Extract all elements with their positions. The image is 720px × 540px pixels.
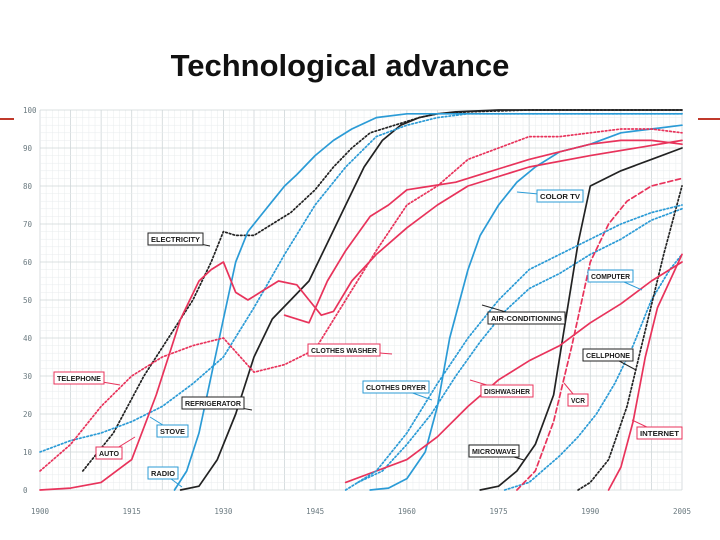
label-text: STOVE bbox=[160, 429, 185, 436]
series-line-dishwasher bbox=[344, 261, 683, 484]
accent-line-right bbox=[698, 118, 720, 120]
series-line-cellphone bbox=[577, 185, 683, 491]
x-tick-label: 1900 bbox=[31, 507, 50, 516]
label-box bbox=[587, 269, 634, 283]
label-text: CLOTHES WASHER bbox=[311, 348, 377, 355]
x-tick-label: 2005 bbox=[673, 507, 691, 516]
label-text: AUTO bbox=[99, 451, 120, 458]
series-line-clothes-dryer bbox=[344, 204, 683, 491]
series-label-dishwasher: DISHWASHER bbox=[469, 379, 534, 398]
accent-line-left bbox=[0, 118, 14, 120]
label-box bbox=[582, 348, 634, 362]
label-box bbox=[487, 311, 566, 325]
series-label-clothes-washer: CLOTHES WASHER bbox=[307, 343, 393, 357]
series-label-microwave: MICROWAVE bbox=[468, 444, 525, 461]
series-line-microwave bbox=[479, 147, 683, 491]
series-label-refrigerator: REFRIGERATOR bbox=[181, 396, 253, 411]
series-label-stove: STOVE bbox=[149, 416, 189, 438]
series-lines bbox=[39, 109, 683, 491]
y-tick-label: 70 bbox=[23, 220, 33, 229]
slide-title: Technological advance bbox=[170, 48, 510, 83]
label-text: ELECTRICITY bbox=[151, 237, 200, 244]
series-label-computer: COMPUTER bbox=[587, 269, 643, 291]
x-tick-label: 1915 bbox=[123, 507, 141, 516]
series-label-clothes-dryer: CLOTHES DRYER bbox=[362, 380, 433, 401]
label-text: VCR bbox=[571, 398, 585, 405]
label-box bbox=[307, 343, 381, 357]
series-label-electricity: ELECTRICITY bbox=[147, 232, 211, 247]
series-line-stove bbox=[39, 112, 683, 453]
label-text: REFRIGERATOR bbox=[185, 401, 241, 408]
series-line-color-tv bbox=[369, 124, 683, 491]
series-line-computer bbox=[503, 253, 683, 491]
series-line-refrigerator bbox=[179, 109, 683, 491]
label-box bbox=[480, 384, 534, 398]
series-label-air-conditioning: AIR-CONDITIONING bbox=[481, 304, 566, 325]
label-box bbox=[147, 466, 179, 480]
x-tick-label: 1930 bbox=[214, 507, 233, 516]
series-label-color-tv: COLOR TV bbox=[516, 189, 584, 203]
label-box bbox=[156, 424, 189, 438]
label-box bbox=[468, 444, 520, 458]
label-box bbox=[567, 393, 589, 407]
series-labels: ELECTRICITY TELEPHONE AUTO RADIO STOVE REFRIG… bbox=[53, 189, 683, 488]
label-text: CELLPHONE bbox=[586, 353, 630, 360]
label-text: COLOR TV bbox=[540, 194, 580, 201]
label-text: INTERNET bbox=[640, 431, 680, 438]
y-tick-label: 90 bbox=[23, 144, 33, 153]
x-tick-label: 1975 bbox=[490, 507, 508, 516]
label-text: AIR-CONDITIONING bbox=[491, 316, 563, 323]
series-line-auto bbox=[39, 139, 683, 491]
series-label-cellphone: CELLPHONE bbox=[582, 348, 637, 371]
label-box bbox=[95, 446, 123, 460]
y-tick-label: 20 bbox=[23, 410, 33, 419]
series-line-radio bbox=[173, 112, 683, 491]
label-text: RADIO bbox=[151, 471, 176, 478]
y-tick-label: 0 bbox=[23, 486, 28, 495]
label-box bbox=[53, 371, 105, 385]
series-label-auto: AUTO bbox=[95, 436, 136, 460]
label-text: CLOTHES DRYER bbox=[366, 385, 426, 392]
label-box bbox=[362, 380, 430, 394]
y-tick-label: 50 bbox=[23, 296, 33, 305]
label-box bbox=[181, 396, 245, 410]
x-tick-label: 1960 bbox=[398, 507, 417, 516]
series-label-vcr: VCR bbox=[563, 382, 589, 407]
label-box bbox=[536, 189, 584, 203]
series-label-radio: RADIO bbox=[147, 466, 183, 488]
label-text: MICROWAVE bbox=[472, 449, 516, 456]
x-tick-label: 1990 bbox=[581, 507, 600, 516]
y-tick-label: 40 bbox=[23, 334, 33, 343]
y-tick-label: 10 bbox=[23, 448, 33, 457]
adoption-line-chart: 0 10 20 30 40 50 60 70 80 90 100 1900 1915 1930 1945 19… bbox=[23, 106, 691, 516]
y-tick-label: 80 bbox=[23, 182, 33, 191]
series-label-telephone: TELEPHONE bbox=[53, 371, 121, 386]
series-line-internet bbox=[607, 253, 683, 491]
y-tick-label: 100 bbox=[23, 106, 37, 115]
series-line-telephone bbox=[39, 128, 683, 472]
series-line-vcr bbox=[516, 177, 683, 491]
label-text: TELEPHONE bbox=[57, 376, 101, 383]
label-text: DISHWASHER bbox=[484, 389, 530, 396]
label-text: COMPUTER bbox=[591, 274, 630, 281]
label-box bbox=[636, 426, 683, 440]
label-box bbox=[147, 232, 204, 246]
tick-labels: 0 10 20 30 40 50 60 70 80 90 100 1900 1915 1930 1945 19… bbox=[23, 106, 691, 516]
series-line-clothes-washer bbox=[283, 139, 683, 324]
y-tick-label: 30 bbox=[23, 372, 33, 381]
x-tick-label: 1945 bbox=[306, 507, 324, 516]
series-label-internet: INTERNET bbox=[631, 419, 683, 440]
y-tick-label: 60 bbox=[23, 258, 33, 267]
